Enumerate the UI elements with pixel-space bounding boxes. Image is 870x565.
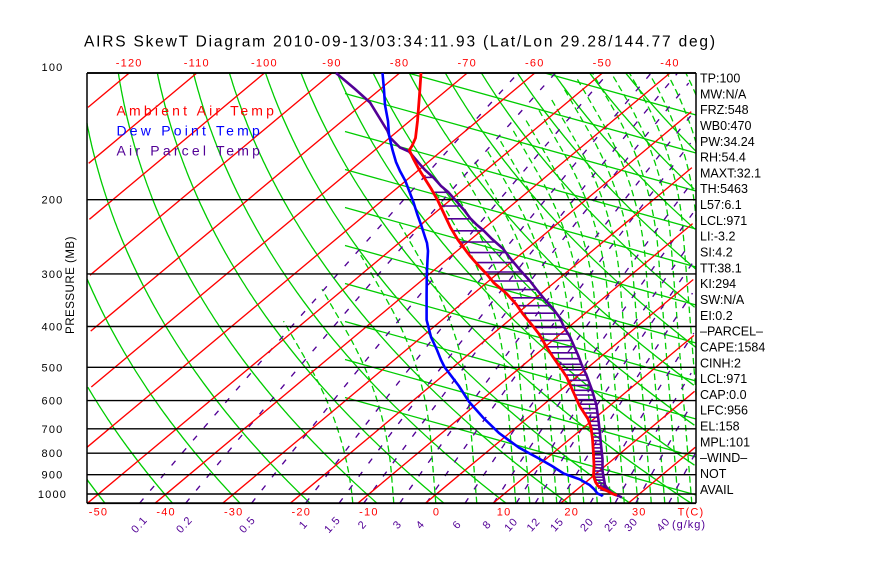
svg-text:PRESSURE (MB): PRESSURE (MB) (65, 236, 77, 334)
svg-text:Ambient Air Temp: Ambient Air Temp (117, 103, 278, 119)
svg-text:20: 20 (564, 507, 579, 519)
svg-text:-80: -80 (390, 58, 410, 70)
svg-text:AIRS SkewT Diagram 2010-09-13/: AIRS SkewT Diagram 2010-09-13/03:34:11.9… (84, 34, 717, 51)
svg-text:-50: -50 (89, 507, 109, 519)
svg-text:-120: -120 (116, 58, 143, 70)
svg-text:900: 900 (42, 470, 64, 482)
svg-text:–WIND–: –WIND– (700, 451, 747, 465)
svg-text:400: 400 (42, 322, 64, 334)
svg-text:0: 0 (433, 507, 440, 519)
svg-text:800: 800 (42, 448, 64, 460)
svg-text:RH:54.4: RH:54.4 (700, 151, 746, 165)
svg-text:WB0:470: WB0:470 (700, 119, 751, 133)
svg-text:600: 600 (42, 396, 64, 408)
svg-text:L57:6.1: L57:6.1 (700, 198, 742, 212)
svg-text:LFC:956: LFC:956 (700, 404, 748, 418)
svg-text:1000: 1000 (38, 489, 67, 501)
svg-text:Dew Point Temp: Dew Point Temp (117, 123, 263, 139)
svg-text:-110: -110 (184, 58, 210, 70)
svg-text:100: 100 (42, 62, 64, 74)
svg-text:AVAIL: AVAIL (700, 483, 734, 497)
svg-text:EI:0.2: EI:0.2 (700, 309, 733, 323)
svg-text:CAP:0.0: CAP:0.0 (700, 388, 747, 402)
svg-text:30: 30 (632, 507, 647, 519)
svg-text:-70: -70 (457, 58, 477, 70)
svg-text:CAPE:1584: CAPE:1584 (700, 340, 765, 354)
svg-text:500: 500 (42, 362, 64, 374)
svg-text:TT:38.1: TT:38.1 (700, 261, 742, 275)
svg-text:Air Parcel Temp: Air Parcel Temp (117, 143, 264, 159)
svg-text:MAXT:32.1: MAXT:32.1 (700, 166, 761, 180)
svg-text:MPL:101: MPL:101 (700, 435, 750, 449)
svg-text:-30: -30 (224, 507, 244, 519)
svg-text:-90: -90 (322, 58, 342, 70)
svg-text:T(C): T(C) (678, 507, 705, 519)
svg-text:200: 200 (42, 195, 64, 207)
svg-text:TH:5463: TH:5463 (700, 182, 748, 196)
svg-text:CINH:2: CINH:2 (700, 356, 741, 370)
svg-text:EL:158: EL:158 (700, 420, 740, 434)
svg-text:10: 10 (497, 507, 512, 519)
svg-text:(g/kg): (g/kg) (672, 519, 706, 531)
svg-text:-60: -60 (525, 58, 545, 70)
svg-text:SW:N/A: SW:N/A (700, 293, 745, 307)
svg-text:700: 700 (42, 424, 64, 436)
svg-text:KI:294: KI:294 (700, 277, 736, 291)
svg-text:-10: -10 (359, 507, 379, 519)
svg-text:-100: -100 (251, 58, 278, 70)
svg-text:LI:-3.2: LI:-3.2 (700, 230, 735, 244)
svg-text:FRZ:548: FRZ:548 (700, 103, 749, 117)
svg-text:TP:100: TP:100 (700, 72, 740, 86)
svg-text:-40: -40 (660, 58, 680, 70)
svg-text:-50: -50 (593, 58, 613, 70)
svg-text:PW:34.24: PW:34.24 (700, 135, 755, 149)
svg-text:LCL:971: LCL:971 (700, 372, 747, 386)
svg-text:MW:N/A: MW:N/A (700, 87, 747, 101)
svg-text:–PARCEL–: –PARCEL– (700, 325, 763, 339)
svg-text:-40: -40 (156, 507, 176, 519)
svg-text:LCL:971: LCL:971 (700, 214, 747, 228)
svg-text:300: 300 (42, 269, 64, 281)
svg-text:-20: -20 (292, 507, 312, 519)
svg-text:NOT: NOT (700, 467, 727, 481)
svg-text:SI:4.2: SI:4.2 (700, 246, 733, 260)
